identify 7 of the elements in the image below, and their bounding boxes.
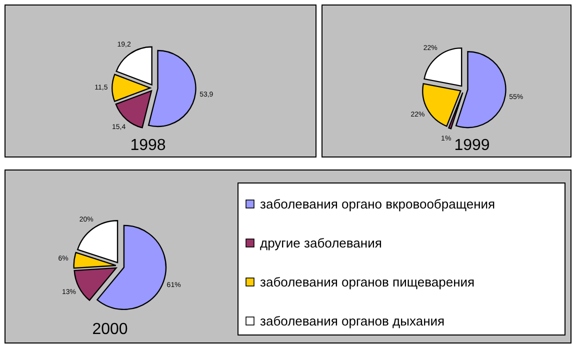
legend-label: заболевания органо вкровообращения — [260, 196, 496, 212]
legend-label: заболевания органов дыхания — [260, 313, 445, 328]
text: 1998 — [130, 137, 166, 154]
legend-label: заболевания органов пищеварения — [260, 274, 475, 290]
text: 1999 — [454, 137, 490, 154]
legend-label: другие заболевания — [260, 235, 382, 250]
text: 2000 — [92, 321, 128, 338]
